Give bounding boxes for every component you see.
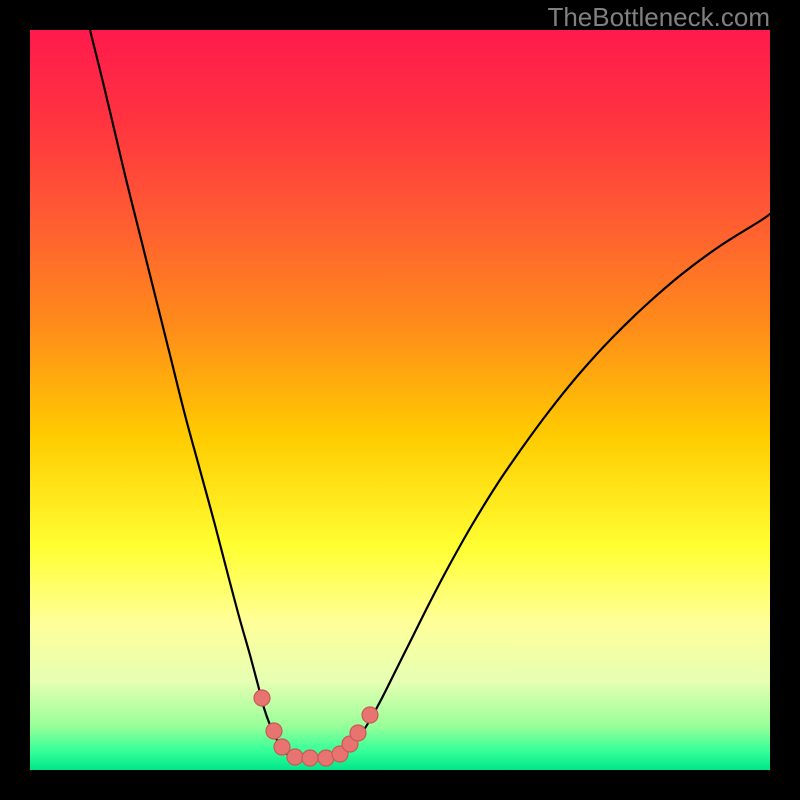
data-marker bbox=[302, 750, 318, 766]
plot-area bbox=[30, 30, 770, 770]
data-marker bbox=[266, 723, 282, 739]
watermark-text: TheBottleneck.com bbox=[547, 2, 770, 33]
data-marker bbox=[350, 725, 366, 741]
bottleneck-curve bbox=[90, 30, 770, 759]
data-marker bbox=[362, 707, 378, 723]
data-marker bbox=[274, 739, 290, 755]
chart-svg bbox=[30, 30, 770, 770]
data-marker bbox=[254, 690, 270, 706]
data-marker bbox=[287, 749, 303, 765]
